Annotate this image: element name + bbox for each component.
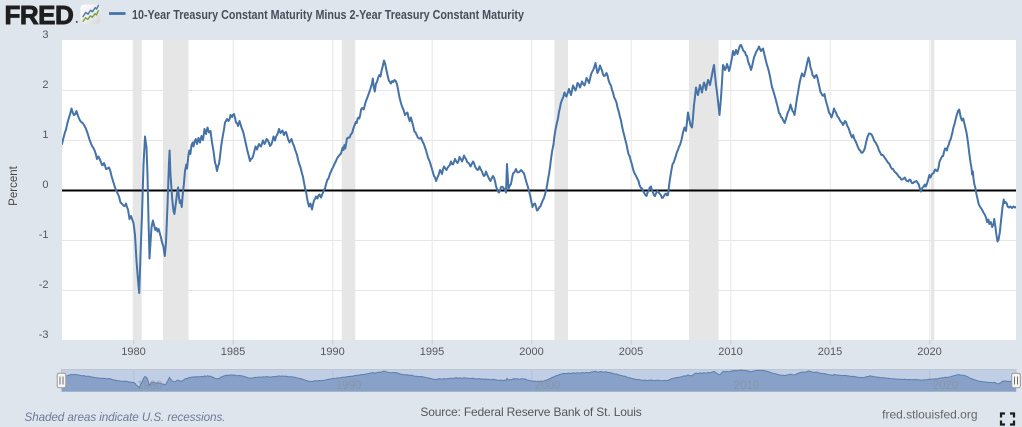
- svg-text:1985: 1985: [221, 346, 245, 358]
- svg-text:2010: 2010: [734, 380, 760, 392]
- svg-text:2000: 2000: [535, 380, 561, 392]
- svg-text:2005: 2005: [619, 346, 643, 358]
- svg-text:0: 0: [42, 179, 48, 191]
- svg-text:1: 1: [42, 129, 48, 141]
- svg-text:-3: -3: [39, 329, 49, 341]
- svg-text:2: 2: [42, 79, 48, 91]
- svg-text:-1: -1: [39, 229, 49, 241]
- svg-text:1990: 1990: [336, 380, 362, 392]
- svg-text:fred.stlouisfed.org: fred.stlouisfed.org: [882, 408, 977, 422]
- svg-text:FRED: FRED: [5, 0, 74, 30]
- svg-text:1990: 1990: [320, 346, 344, 358]
- svg-text:2000: 2000: [519, 346, 543, 358]
- svg-text:1980: 1980: [137, 380, 163, 392]
- svg-text:Shaded areas indicate U.S. rec: Shaded areas indicate U.S. recessions.: [25, 411, 226, 424]
- svg-text:2015: 2015: [818, 346, 842, 358]
- svg-text:2010: 2010: [718, 346, 742, 358]
- svg-text:Percent: Percent: [8, 165, 20, 205]
- svg-text:1980: 1980: [121, 346, 145, 358]
- svg-text:1995: 1995: [420, 346, 444, 358]
- svg-text:3: 3: [42, 29, 48, 41]
- svg-text:-2: -2: [39, 279, 49, 291]
- svg-text:2020: 2020: [933, 380, 959, 392]
- svg-text:2020: 2020: [917, 346, 941, 358]
- svg-text:10-Year Treasury Constant Matu: 10-Year Treasury Constant Maturity Minus…: [132, 8, 524, 22]
- svg-text:Source: Federal Reserve Bank o: Source: Federal Reserve Bank of St. Loui…: [420, 405, 641, 419]
